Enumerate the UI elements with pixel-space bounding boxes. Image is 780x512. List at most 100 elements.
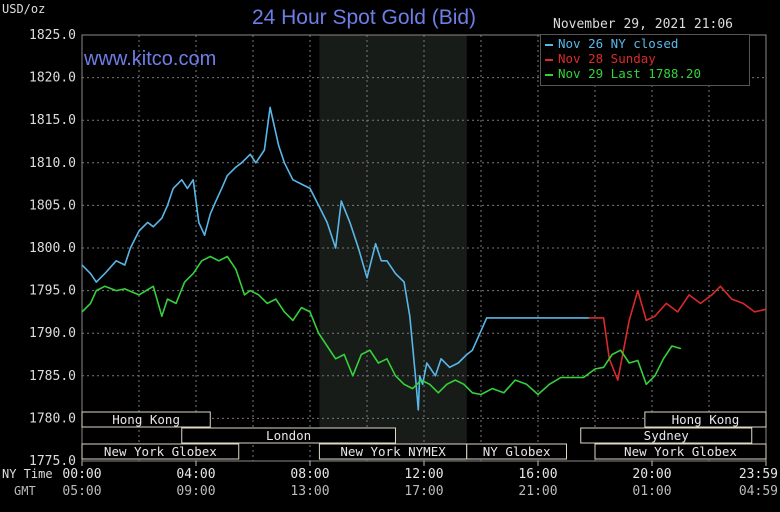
x-tick-label-gmt: 09:00	[176, 484, 215, 499]
data-point	[269, 106, 271, 109]
data-point	[645, 383, 647, 385]
data-point	[394, 272, 397, 275]
x-tick-label-ny: 23:59	[739, 467, 778, 482]
data-point	[429, 383, 431, 385]
data-point	[386, 358, 388, 360]
data-point	[699, 302, 702, 304]
data-point	[377, 362, 379, 364]
data-point	[426, 362, 428, 364]
data-point	[419, 375, 421, 377]
data-point	[360, 353, 362, 356]
data-point	[184, 281, 186, 283]
data-point	[386, 260, 388, 262]
data-point	[249, 290, 251, 292]
data-point	[235, 166, 237, 168]
y-axis-units: USD/oz	[2, 2, 46, 16]
x-tick-label-ny: 08:00	[290, 467, 329, 482]
data-point	[283, 162, 285, 164]
legend-swatch	[545, 43, 553, 46]
session-label: Hong Kong	[112, 412, 180, 427]
y-tick-label: 1780.0	[29, 411, 76, 426]
data-point	[266, 302, 268, 304]
data-point	[124, 288, 126, 290]
legend-item-nov26: Nov 26 NY closed	[545, 37, 678, 51]
data-point	[731, 298, 733, 300]
y-tick-label: 1790.0	[29, 326, 76, 341]
data-point	[412, 387, 414, 390]
data-point	[571, 376, 573, 379]
data-point	[317, 332, 320, 334]
data-point	[172, 187, 174, 189]
data-point	[565, 317, 568, 319]
data-point	[198, 221, 200, 224]
data-point	[671, 345, 673, 347]
x-tick-label-gmt: 17:00	[404, 484, 443, 499]
data-point	[181, 179, 183, 181]
data-point	[218, 260, 220, 262]
data-point	[420, 379, 422, 381]
data-point	[446, 383, 448, 385]
data-point	[637, 290, 639, 292]
session-label: London	[266, 428, 311, 443]
session-label: New York Globex	[104, 444, 217, 459]
x-tick-label-ny: 20:00	[632, 467, 671, 482]
data-point	[201, 260, 203, 262]
data-point	[508, 317, 511, 319]
data-point	[241, 162, 243, 164]
data-point	[357, 247, 360, 249]
session-box	[81, 411, 211, 428]
data-point	[679, 347, 682, 350]
data-point	[491, 387, 493, 390]
data-point	[409, 315, 411, 317]
y-tick-label: 1785.0	[29, 369, 76, 384]
data-point	[292, 179, 294, 181]
x-tick-label-ny: 04:00	[176, 467, 215, 482]
chart-title: 24 Hour Spot Gold (Bid)	[251, 6, 477, 29]
data-point	[104, 285, 106, 287]
data-point	[754, 311, 756, 313]
data-point	[95, 290, 97, 292]
data-point	[300, 183, 303, 185]
chart-datetime: November 29, 2021 21:06	[553, 17, 734, 32]
data-point	[226, 255, 228, 258]
data-point	[166, 298, 169, 300]
data-point	[192, 272, 194, 275]
data-point	[688, 294, 690, 296]
session-box	[644, 411, 767, 428]
data-point	[480, 393, 482, 396]
watermark-link[interactable]: www.kitco.com	[84, 48, 217, 70]
data-point	[349, 221, 351, 224]
data-point	[421, 383, 424, 385]
data-point	[95, 281, 97, 283]
legend-item-nov29: Nov 29 Last 1788.20	[545, 67, 701, 81]
data-point	[486, 317, 488, 319]
legend-swatch	[545, 58, 553, 61]
y-tick-label: 1825.0	[29, 28, 76, 43]
session-box	[81, 443, 240, 460]
data-point	[374, 243, 377, 245]
session-label: NY Globex	[483, 444, 551, 459]
data-point	[352, 375, 354, 377]
data-point	[326, 221, 328, 224]
data-point	[215, 200, 217, 202]
data-point	[594, 368, 596, 370]
data-point	[471, 392, 474, 394]
data-point	[89, 272, 92, 275]
data-point	[192, 179, 194, 181]
data-point	[457, 362, 459, 364]
data-point	[537, 393, 539, 396]
data-point	[81, 311, 83, 313]
data-point	[161, 217, 163, 219]
x-tick-label-ny: 16:00	[518, 467, 557, 482]
data-point	[300, 307, 303, 309]
data-point	[175, 302, 177, 304]
y-tick-label: 1805.0	[29, 198, 76, 213]
x-tick-label-gmt: 04:59	[739, 484, 778, 499]
y-tick-label: 1800.0	[29, 241, 76, 256]
data-point	[309, 311, 311, 313]
data-point	[583, 376, 585, 379]
data-point	[560, 376, 562, 379]
data-point	[662, 358, 665, 360]
